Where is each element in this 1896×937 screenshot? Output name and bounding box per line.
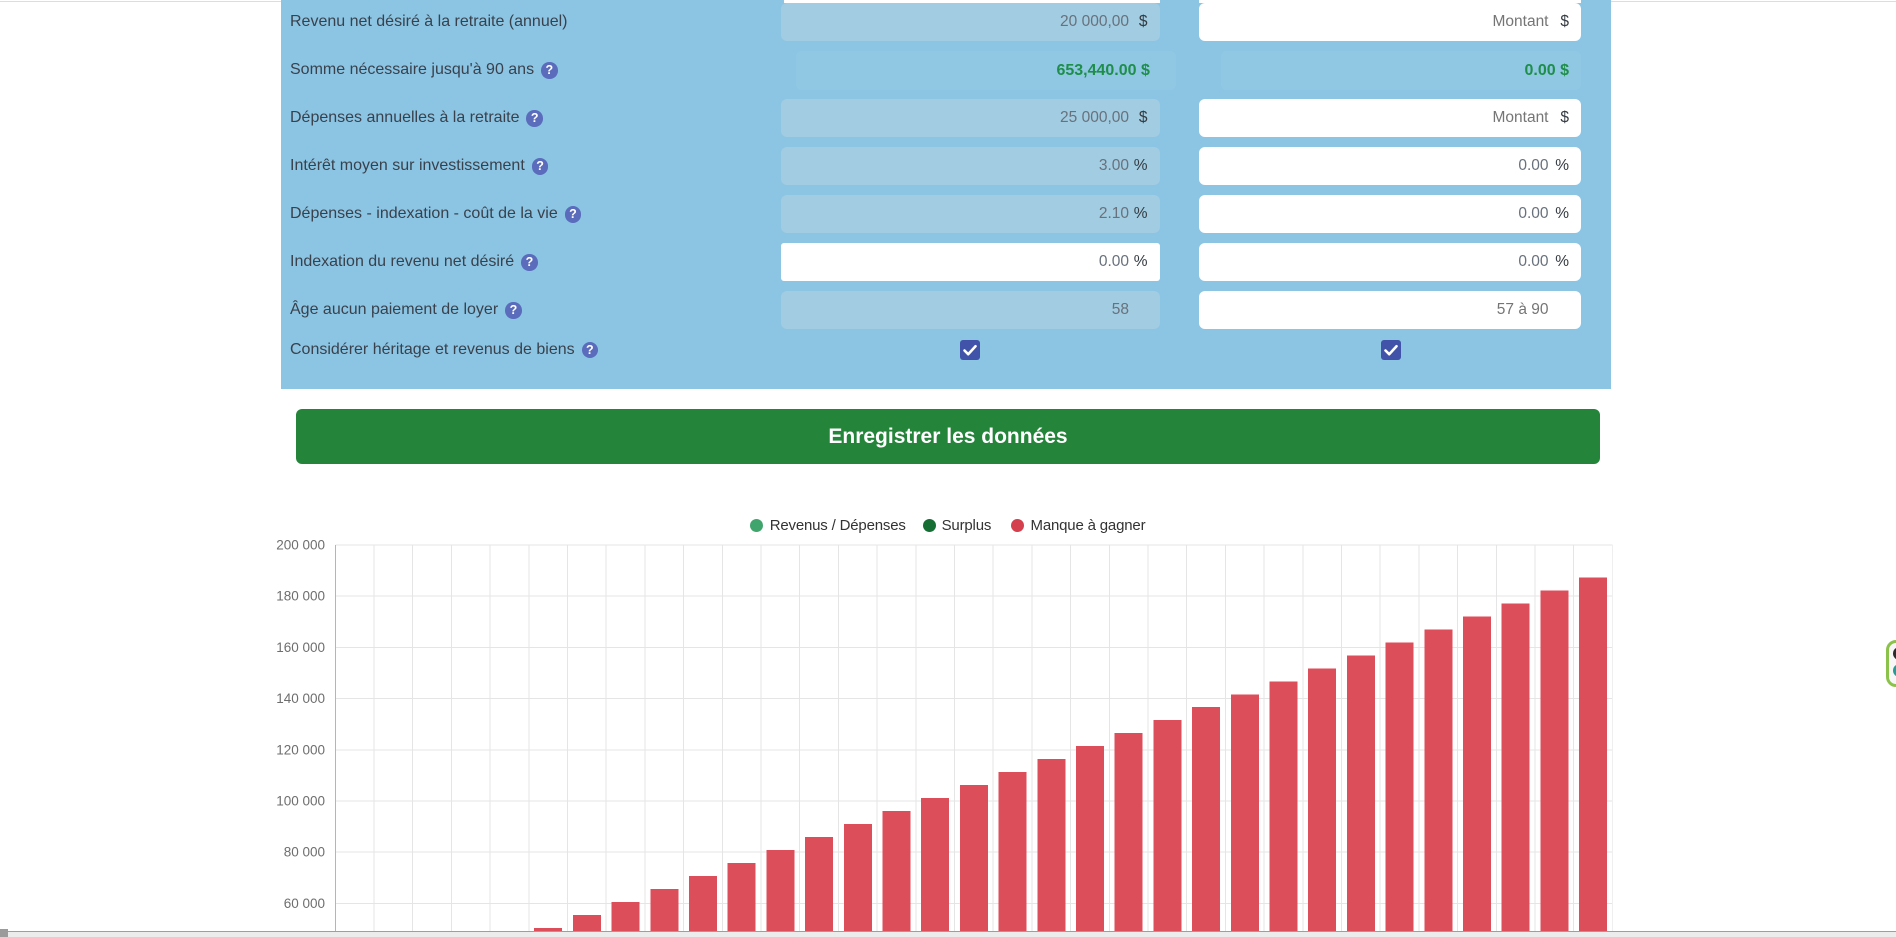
svg-text:120 000: 120 000 [276,742,325,757]
svg-text:80 000: 80 000 [284,845,325,860]
svg-text:160 000: 160 000 [276,640,325,655]
svg-text:100 000: 100 000 [276,794,325,809]
svg-text:60 000: 60 000 [284,896,325,911]
svg-text:140 000: 140 000 [276,691,325,706]
svg-text:200 000: 200 000 [276,540,325,553]
svg-text:180 000: 180 000 [276,589,325,604]
